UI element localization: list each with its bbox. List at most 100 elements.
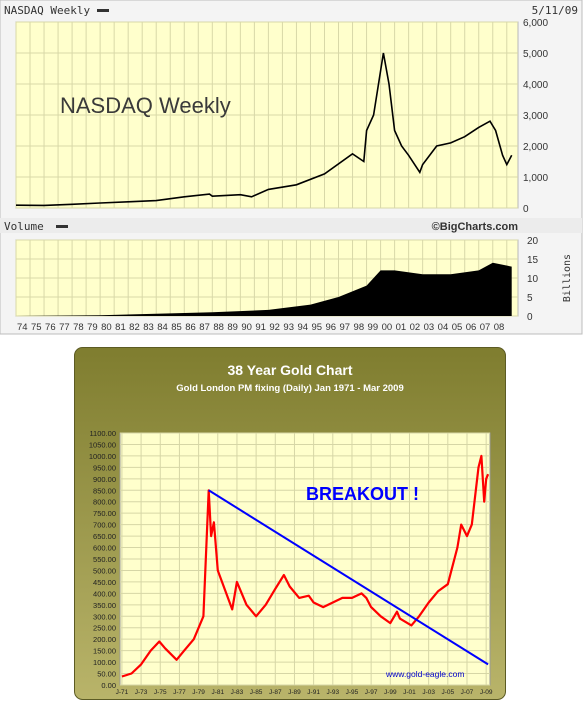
- year-tick-label: 88: [213, 322, 224, 333]
- gold-x-tick-label: J-97: [365, 689, 378, 696]
- year-tick-label: 03: [424, 322, 435, 333]
- gold-y-tick-label: 750.00: [93, 509, 116, 518]
- gold-y-tick-label: 150.00: [93, 647, 116, 656]
- volume-unit-label: Billions: [562, 254, 573, 302]
- gold-y-tick-label: 650.00: [93, 532, 116, 541]
- year-tick-label: 76: [45, 322, 56, 333]
- year-tick-label: 96: [325, 322, 336, 333]
- gold-x-tick-label: J-91: [307, 689, 320, 696]
- volume-label: Volume: [4, 220, 44, 233]
- year-tick-label: 81: [115, 322, 126, 333]
- volume-tick-label: 5: [527, 293, 533, 304]
- nasdaq-header-label: NASDAQ Weekly: [4, 4, 90, 17]
- gold-y-tick-label: 500.00: [93, 566, 116, 575]
- price-tick-label: 5,000: [523, 49, 548, 60]
- year-tick-label: 74: [17, 322, 28, 333]
- gold-chart-title: 38 Year Gold Chart: [227, 362, 352, 378]
- volume-tick-label: 20: [527, 236, 539, 247]
- nasdaq-price-series-line: [15, 52, 513, 207]
- gold-x-tick-label: J-93: [326, 689, 339, 696]
- gold-x-axis: J-71 J-73 J-75 J-77 J-79 J-81 J-83 J-85 J-87 J-89…: [116, 689, 493, 696]
- year-tick-label: 98: [354, 322, 365, 333]
- price-tick-label: 2,000: [523, 142, 548, 153]
- price-tick-label: 1,000: [523, 173, 548, 184]
- price-y-axis: 0 1,000 2,000 3,000 4,000 5,000 6,000: [523, 18, 548, 215]
- price-tick-label: 0: [523, 204, 529, 215]
- year-tick-label: 75: [31, 322, 42, 333]
- gold-y-tick-label: 800.00: [93, 498, 116, 507]
- year-tick-label: 06: [466, 322, 477, 333]
- year-x-axis: 74 75 76 77 78 79 80 81 82 83 84 85 86 87 88 89 90 91 92 93…: [17, 322, 504, 333]
- gold-y-tick-label: 700.00: [93, 521, 116, 530]
- year-tick-label: 05: [452, 322, 463, 333]
- gold-chart-subtitle: Gold London PM fixing (Daily) Jan 1971 -…: [176, 383, 404, 394]
- gold-y-tick-label: 300.00: [93, 612, 116, 621]
- gold-y-tick-label: 600.00: [93, 544, 116, 553]
- gold-x-tick-label: J-71: [116, 689, 129, 696]
- price-tick-label: 4,000: [523, 80, 548, 91]
- year-tick-label: 85: [171, 322, 182, 333]
- gold-y-tick-label: 100.00: [93, 658, 116, 667]
- price-tick-label: 6,000: [523, 18, 548, 29]
- chart-date: 5/11/09: [532, 4, 578, 17]
- gold-x-tick-label: J-79: [192, 689, 205, 696]
- year-tick-label: 04: [438, 322, 449, 333]
- gold-y-tick-label: 850.00: [93, 486, 116, 495]
- gold-y-tick-label: 1000.00: [89, 452, 116, 461]
- gold-y-tick-label: 50.00: [97, 670, 116, 679]
- volume-bars: [16, 262, 512, 316]
- gold-x-tick-label: J-95: [346, 689, 359, 696]
- volume-y-axis: 0 5 10 15 20: [527, 236, 539, 323]
- gold-eagle-credit: www.gold-eagle.com: [385, 669, 464, 679]
- gold-x-tick-label: J-89: [288, 689, 301, 696]
- gold-x-tick-label: J-75: [154, 689, 167, 696]
- year-tick-label: 80: [101, 322, 112, 333]
- gold-grid: [120, 432, 490, 686]
- gold-x-tick-label: J-09: [480, 689, 493, 696]
- year-tick-label: 02: [410, 322, 421, 333]
- gold-x-tick-label: J-81: [211, 689, 224, 696]
- gold-x-tick-label: J-87: [269, 689, 282, 696]
- year-tick-label: 07: [480, 322, 491, 333]
- year-tick-label: 99: [368, 322, 379, 333]
- year-tick-label: 94: [297, 322, 308, 333]
- nasdaq-chart: 0 1,000 2,000 3,000 4,000 5,000 6,000 NASDAQ W…: [0, 0, 584, 336]
- gold-y-tick-label: 1100.00: [89, 429, 116, 438]
- year-tick-label: 87: [199, 322, 210, 333]
- gold-y-tick-label: 400.00: [93, 589, 116, 598]
- gold-x-tick-label: J-85: [250, 689, 263, 696]
- gold-x-tick-label: J-05: [441, 689, 454, 696]
- year-tick-label: 00: [382, 322, 393, 333]
- price-grid: [15, 21, 518, 209]
- gold-y-tick-label: 1050.00: [89, 440, 116, 449]
- year-tick-label: 97: [340, 322, 351, 333]
- gold-y-tick-label: 200.00: [93, 635, 116, 644]
- year-tick-label: 86: [185, 322, 196, 333]
- gold-y-tick-label: 950.00: [93, 463, 116, 472]
- year-tick-label: 92: [269, 322, 280, 333]
- year-tick-label: 91: [255, 322, 266, 333]
- gold-y-tick-label: 900.00: [93, 475, 116, 484]
- year-tick-label: 08: [494, 322, 505, 333]
- legend-line-icon: [97, 9, 109, 12]
- volume-tick-label: 10: [527, 274, 539, 285]
- gold-y-tick-label: 0.00: [101, 681, 116, 690]
- gold-y-axis: 0.00 50.00 100.00 150.00 200.00 250.00 300.00 3…: [89, 429, 116, 690]
- year-tick-label: 79: [87, 322, 98, 333]
- year-tick-label: 89: [227, 322, 238, 333]
- gold-y-tick-label: 250.00: [93, 624, 116, 633]
- breakout-annotation: BREAKOUT !: [306, 484, 419, 504]
- gold-x-tick-label: J-99: [384, 689, 397, 696]
- gold-price-series-line: [121, 454, 490, 678]
- volume-tick-label: 15: [527, 255, 539, 266]
- nasdaq-watermark-title: NASDAQ Weekly: [60, 93, 231, 118]
- year-tick-label: 01: [396, 322, 407, 333]
- volume-legend-icon: [56, 225, 68, 228]
- gold-trendline: [208, 489, 489, 666]
- year-tick-label: 93: [283, 322, 294, 333]
- gold-y-tick-label: 350.00: [93, 601, 116, 610]
- gold-x-tick-label: J-77: [173, 689, 186, 696]
- gold-chart: 38 Year Gold Chart Gold London PM fixing…: [74, 347, 506, 700]
- gold-x-tick-label: J-83: [231, 689, 244, 696]
- gold-x-tick-label: J-07: [461, 689, 474, 696]
